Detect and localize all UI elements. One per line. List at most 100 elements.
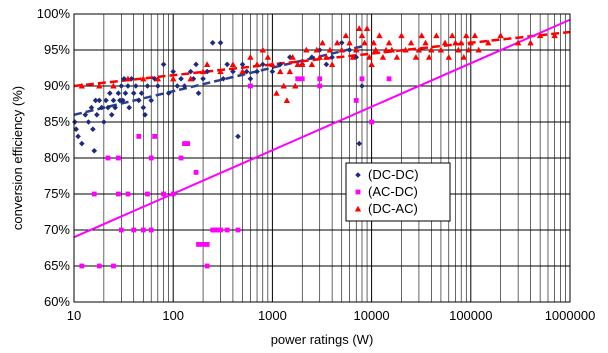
data-point [259,61,266,68]
data-point [200,76,206,82]
data-point [73,126,79,132]
data-point [96,263,102,269]
data-point [96,82,103,89]
data-point [204,242,210,247]
data-point [72,119,78,125]
trendlines [73,18,571,239]
data-points [72,25,558,269]
data-point [319,39,326,46]
data-point [217,40,224,46]
legend-marker [354,205,362,212]
data-point [138,90,145,96]
data-point [280,82,287,89]
data-point [317,76,323,82]
data-point [101,119,107,125]
y-tick-label: 95% [44,42,70,57]
legend-label: (DC-AC) [368,201,418,216]
data-point [398,32,405,39]
data-point [119,97,126,104]
data-point [388,46,396,53]
data-point [122,90,129,96]
data-point [235,227,241,233]
data-point [187,68,194,75]
data-point [415,46,423,53]
data-point [422,39,429,46]
x-axis-title: power ratings (W) [271,332,374,347]
data-point [92,97,99,104]
data-point [224,61,230,68]
data-point [358,32,366,39]
data-point [115,90,122,96]
data-point [204,263,210,269]
data-point [309,54,315,60]
data-point [460,54,467,60]
data-point [148,97,154,104]
data-point [247,76,254,82]
data-point [449,32,456,39]
data-point [239,61,246,68]
data-point [229,61,237,67]
data-point [259,46,266,53]
data-point [140,75,147,82]
data-point [418,32,425,39]
data-point [386,76,392,82]
data-point [273,90,280,96]
data-point [402,46,409,53]
x-tick-labels: 10 100 1000 10000 100000 1000000 [67,308,596,323]
data-point [514,39,522,46]
data-point [353,54,360,60]
legend-label: (AC-DC) [368,184,418,199]
data-point [133,83,139,89]
y-tick-label: 70% [44,222,70,237]
data-point [75,133,81,140]
data-point [144,83,151,89]
y-tick-label: 85% [44,114,70,129]
data-point [393,54,401,60]
data-point [111,263,116,269]
data-point [356,140,363,147]
data-point [363,25,371,31]
data-point [299,61,306,67]
data-point [103,97,109,104]
data-point [349,54,357,60]
data-point [328,61,336,67]
data-point [154,75,162,82]
data-point [174,83,181,89]
data-point [110,97,117,104]
data-point [289,54,296,60]
y-axis-title: conversion efficiency (%) [10,86,25,230]
data-point [124,75,132,82]
data-point [497,32,504,39]
data-point [217,68,224,75]
data-point [78,82,86,89]
data-point [551,32,558,39]
data-point [277,68,284,75]
data-point [115,155,121,161]
data-point [230,68,236,75]
y-tick-labels: 60% 65% 70% 75% 80% 85% 90% 95% 100% [37,6,71,309]
data-point [215,227,220,233]
data-point [126,104,132,111]
data-point [247,83,253,89]
data-point [353,98,359,103]
data-point [182,141,187,146]
x-tick-label: 100 [162,308,184,323]
data-point [303,46,310,53]
data-point [353,46,360,53]
data-point [199,68,207,75]
data-point [359,76,365,82]
legend: (DC-DC) (AC-DC) (DC-AC) [345,162,451,222]
data-point [329,54,335,60]
data-point [338,40,345,46]
data-point [313,46,320,53]
data-point [148,155,154,161]
data-point [200,242,206,247]
data-point [170,191,176,197]
data-point [370,39,377,46]
y-tick-label: 60% [44,294,70,309]
data-point [379,54,387,60]
data-point [235,133,241,140]
data-point [110,82,117,89]
data-point [108,112,115,118]
data-point [264,54,272,60]
